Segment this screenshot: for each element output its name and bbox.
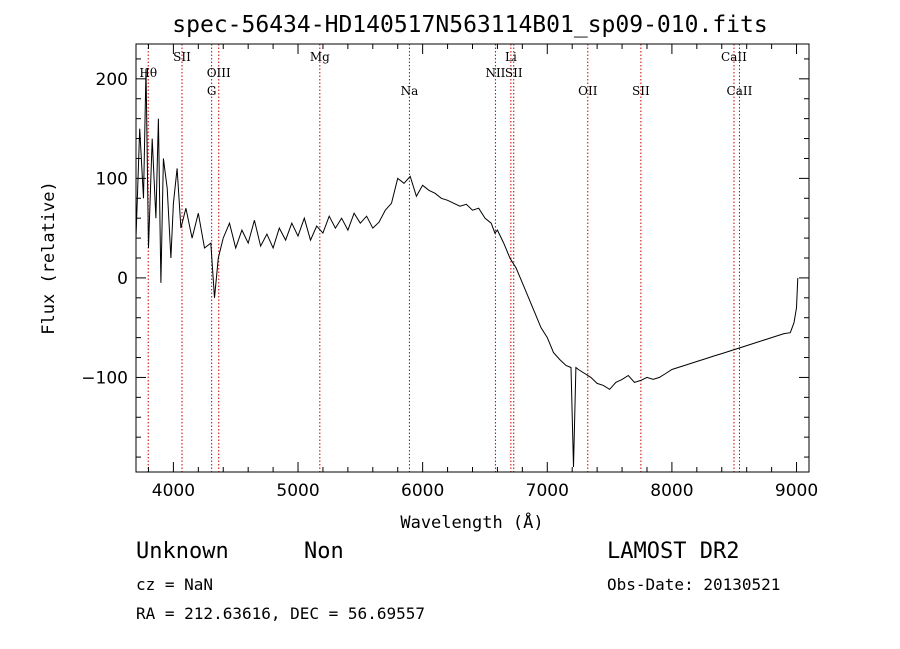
redshift-cz: cz = NaN — [136, 575, 213, 594]
y-tick-label: −100 — [81, 368, 128, 388]
survey-name: LAMOST DR2 — [607, 539, 739, 564]
spectral-line-label: G — [207, 84, 217, 98]
spectral-class: Unknown — [136, 539, 229, 564]
spectral-line-label: Na — [401, 84, 419, 98]
y-tick-label: 100 — [96, 169, 128, 189]
spectral-line-label: Mg — [310, 50, 330, 64]
x-tick-label: 9000 — [775, 481, 818, 501]
spectral-line-label: SII — [632, 84, 650, 98]
spectral-line-label: SII — [505, 66, 523, 80]
axis-ticks: 4000 5000 6000 7000 8000 9000 −100 0 100 200 — [81, 44, 818, 501]
spectral-line-label: CaII — [721, 50, 747, 64]
x-tick-label: 6000 — [401, 481, 444, 501]
spectral-line-label: SII — [173, 50, 191, 64]
spectrum-series-line — [135, 68, 799, 468]
x-tick-label: 4000 — [152, 481, 195, 501]
spectral-line-label: OIII — [207, 66, 231, 80]
y-tick-label: 200 — [96, 70, 128, 90]
x-tick-label: 8000 — [650, 481, 693, 501]
spectral-line-label: OII — [578, 84, 598, 98]
spectral-subclass: Non — [304, 539, 344, 564]
spectral-line-label: NII — [485, 66, 505, 80]
ra-dec-coordinates: RA = 212.63616, DEC = 56.69557 — [136, 604, 425, 623]
chart-title: spec-56434-HD140517N563114B01_sp09-010.f… — [172, 12, 767, 38]
y-tick-label: 0 — [117, 269, 128, 289]
spectral-line-label: CaII — [727, 84, 753, 98]
spectral-line-label: Li — [505, 50, 517, 64]
plot-frame — [135, 43, 810, 473]
x-tick-label: 7000 — [526, 481, 569, 501]
spectral-line-label: Hθ — [139, 66, 157, 80]
x-tick-label: 5000 — [276, 481, 319, 501]
observation-date: Obs-Date: 20130521 — [607, 575, 780, 594]
y-axis-label: Flux (relative) — [39, 181, 59, 335]
x-axis-label: Wavelength (Å) — [400, 511, 543, 533]
